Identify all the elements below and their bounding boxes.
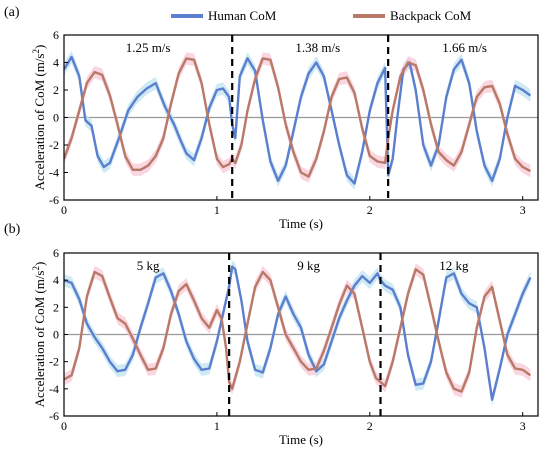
x-tick-label: 1: [214, 203, 220, 217]
series-band-0: [64, 260, 531, 406]
panel-label: (a): [4, 5, 20, 20]
series-line-backpack-com: [64, 268, 532, 393]
segment-label-2: 1.66 m/s: [442, 40, 487, 55]
series-line-backpack-com: [64, 57, 531, 178]
y-tick-label: 6: [53, 28, 59, 42]
y-tick-label: -4: [49, 166, 59, 180]
segment-label-0: 5 kg: [137, 258, 160, 273]
x-axis-label: Time (s): [279, 432, 323, 447]
y-axis-label: Acceleration of CoM (m/s2): [31, 45, 47, 191]
x-tick-label: 3: [520, 419, 526, 433]
y-tick-label: 2: [53, 83, 59, 97]
y-tick-label: -2: [49, 138, 59, 152]
series-band-1: [64, 52, 531, 183]
y-tick-label: 4: [53, 273, 59, 287]
series-line-human-com: [64, 55, 532, 185]
y-tick-label: -6: [49, 193, 59, 207]
y-tick-label: 0: [53, 111, 59, 125]
x-tick-label: 0: [61, 203, 67, 217]
y-axis-label: Acceleration of CoM (m/s2): [31, 262, 47, 408]
y-tick-label: -4: [49, 382, 59, 396]
legend: Human CoM Backpack CoM: [171, 8, 472, 23]
series-line-human-com: [64, 265, 532, 401]
segment-label-1: 1.38 m/s: [295, 40, 340, 55]
y-tick-label: 0: [53, 328, 59, 342]
x-tick-label: 0: [61, 419, 67, 433]
series-band-1: [64, 263, 531, 398]
x-axis-label: Time (s): [279, 216, 323, 231]
x-tick-label: 2: [367, 419, 373, 433]
x-tick-label: 1: [214, 419, 220, 433]
y-tick-label: 4: [53, 56, 59, 70]
x-tick-label: 2: [367, 203, 373, 217]
y-tick-label: -2: [49, 355, 59, 369]
panel-a: 1.25 m/s 1.38 m/s 1.66 m/s 0 1 2 3 -6 -4 -2 0 2 4 6 Ti…: [4, 5, 539, 231]
segment-label-0: 1.25 m/s: [126, 40, 171, 55]
segment-label-1: 9 kg: [297, 258, 320, 273]
panel-b: 5 kg 9 kg 12 kg 0 1 2 3 -6 -4 -2 0 2 4 6 Time (s) Accel…: [4, 222, 539, 447]
legend-label-1: Backpack CoM: [390, 8, 472, 23]
legend-label-0: Human CoM: [208, 8, 277, 23]
x-tick-label: 3: [520, 203, 526, 217]
y-tick-label: 2: [53, 300, 59, 314]
y-tick-label: 6: [53, 246, 59, 260]
y-tick-label: -6: [49, 409, 59, 423]
panel-label: (b): [4, 222, 21, 237]
segment-label-2: 12 kg: [439, 258, 469, 273]
